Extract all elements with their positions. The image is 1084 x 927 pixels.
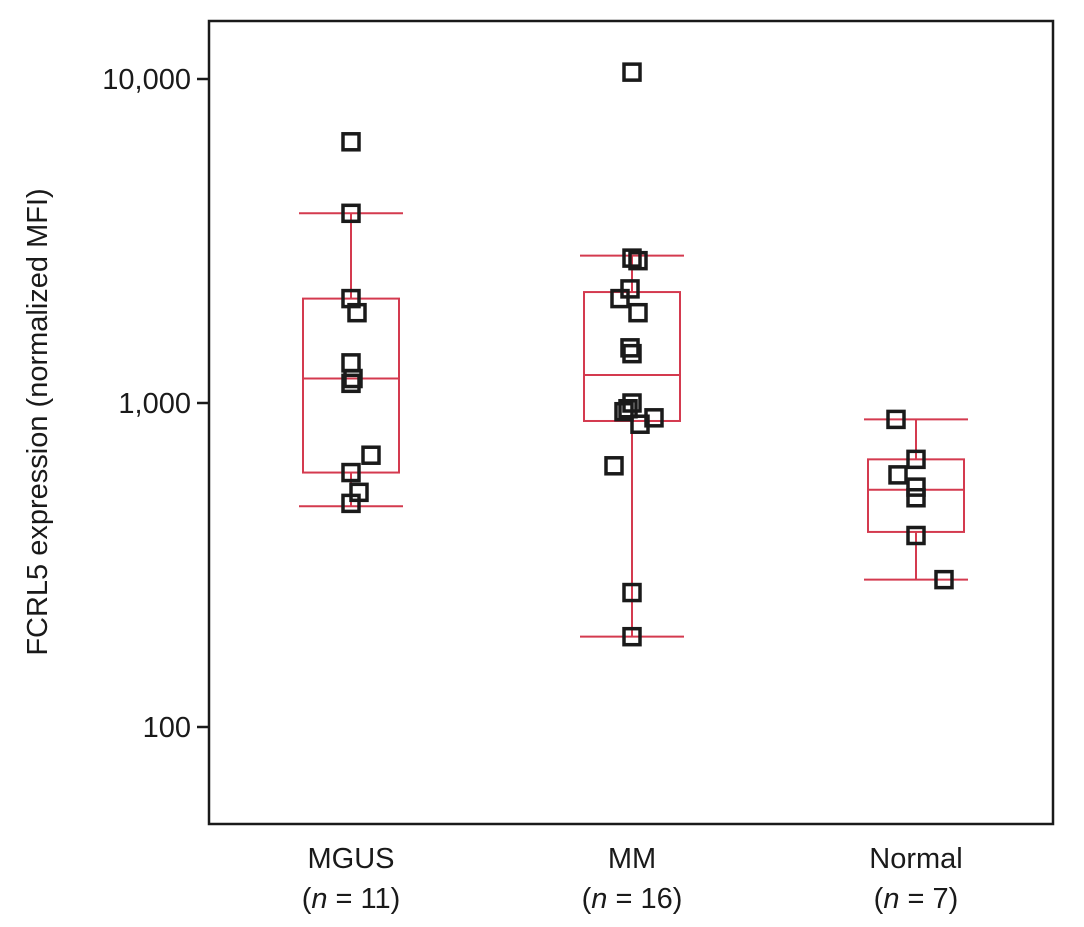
data-point — [614, 401, 634, 422]
data-point — [888, 465, 908, 485]
data-point — [622, 582, 642, 603]
category-label-normal: Normal — [869, 843, 962, 875]
n-open: ( — [582, 883, 592, 915]
data-point — [628, 250, 648, 271]
data-point — [622, 343, 642, 364]
iqr-box — [302, 297, 400, 474]
y-axis-title: FCRL5 expression (normalized MFI) — [22, 188, 54, 655]
data-point — [622, 62, 642, 82]
data-point — [341, 493, 361, 514]
data-point — [906, 525, 926, 546]
data-point — [906, 487, 926, 508]
n-value: = 11) — [328, 883, 401, 915]
category-label-mm: MM — [608, 843, 656, 875]
category-labels: MGUS(n = 11)MM(n = 16)Normal(n = 7) — [302, 843, 963, 915]
data-point — [341, 132, 361, 152]
category-n-label: (n = 16) — [582, 883, 683, 915]
n-value: = 7) — [899, 883, 958, 915]
data-point — [630, 414, 650, 434]
data-point — [604, 456, 624, 476]
n-symbol: n — [883, 883, 899, 915]
data-point — [906, 449, 926, 470]
data-point — [620, 338, 640, 358]
data-point — [622, 248, 642, 268]
y-tick-label: 1,000 — [118, 388, 191, 420]
data-point — [343, 368, 363, 389]
category-n-label: (n = 11) — [302, 883, 401, 915]
y-axis: 100 1,000 10,000 — [102, 64, 209, 744]
n-symbol: n — [591, 883, 607, 915]
data-point — [610, 288, 630, 309]
y-tick-label: 100 — [143, 712, 191, 744]
box-mgus — [299, 212, 403, 508]
n-symbol: n — [311, 883, 327, 915]
box-normal — [864, 418, 968, 581]
category-label-mgus: MGUS — [308, 843, 395, 875]
n-open: ( — [302, 883, 312, 915]
data-point — [618, 398, 638, 419]
data-point — [341, 288, 361, 309]
data-point — [341, 203, 361, 224]
category-n-label: (n = 7) — [874, 883, 959, 915]
n-value: = 16) — [607, 883, 682, 915]
data-point — [628, 302, 648, 323]
y-tick-label: 10,000 — [102, 64, 191, 96]
data-point — [347, 302, 367, 323]
plot-frame — [207, 19, 1055, 826]
data-point — [934, 569, 954, 590]
data-point — [906, 477, 926, 497]
points-layer — [341, 62, 954, 647]
data-point — [341, 373, 361, 394]
n-open: ( — [874, 883, 884, 915]
box-mm — [580, 254, 684, 638]
iqr-box — [867, 458, 965, 533]
data-point — [361, 445, 381, 465]
data-point — [341, 353, 361, 373]
data-point — [886, 409, 906, 430]
data-point — [622, 626, 642, 647]
data-point — [341, 462, 361, 483]
